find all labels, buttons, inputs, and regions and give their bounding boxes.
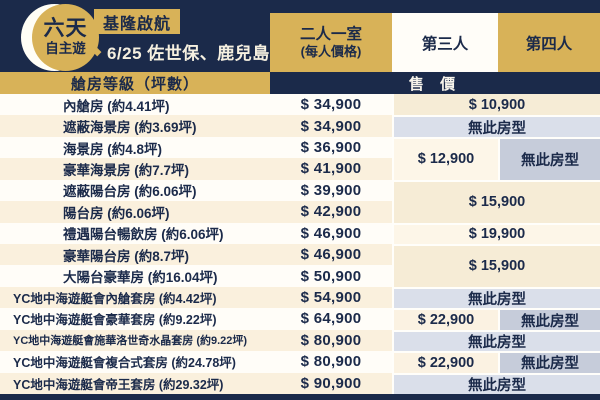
- no-room-type-cell: 無此房型: [392, 372, 600, 394]
- price-double: $ 50,900: [270, 265, 392, 287]
- price-double: $ 34,900: [270, 115, 392, 137]
- price-double: $ 39,900: [270, 179, 392, 202]
- price-third: $ 12,900: [392, 136, 498, 180]
- price-third: $ 22,900: [392, 308, 498, 330]
- cabin-class-header: 艙房等級（坪數）: [0, 72, 270, 94]
- price-double: $ 54,900: [270, 286, 392, 309]
- cabin-label: 豪華陽台房 (約8.7坪): [0, 244, 270, 266]
- no-room-type-cell: 無此房型: [498, 351, 600, 373]
- price-double: $ 34,900: [270, 94, 392, 116]
- trip-duration-logo: 六天 自主遊: [32, 4, 99, 71]
- price-double: $ 36,900: [270, 136, 392, 159]
- cabin-label: 海景房 (約4.8坪): [0, 136, 270, 159]
- price-third-fourth: $ 15,900: [392, 179, 600, 223]
- departure-port-badge: 基隆啟航: [94, 9, 181, 34]
- price-double: $ 80,900: [270, 329, 392, 352]
- column-header-third-person: 第三人: [392, 13, 498, 72]
- no-room-type-cell: 無此房型: [498, 136, 600, 180]
- table-subheader: 艙房等級（坪數） 售 價: [0, 72, 600, 94]
- cabin-label: 豪華海景房 (約7.7坪): [0, 158, 270, 180]
- trip-type-label: 自主遊: [45, 41, 86, 57]
- cabin-label: YC地中海遊艇會內艙套房 (約4.42坪): [0, 286, 270, 309]
- price-third-fourth: $ 10,900: [392, 94, 600, 116]
- price-double: $ 46,900: [270, 222, 392, 244]
- diamond-bullet-icon: ◆: [93, 46, 102, 58]
- cabin-label: YC地中海遊艇會帝王套房 (約29.32坪): [0, 372, 270, 394]
- cabin-label: 遮蔽海景房 (約3.69坪): [0, 115, 270, 137]
- price-third-fourth: $ 15,900: [392, 244, 600, 287]
- price-double: $ 42,900: [270, 201, 392, 223]
- price-double: $ 90,900: [270, 372, 392, 394]
- price-third: $ 22,900: [392, 351, 498, 373]
- no-room-type-cell: 無此房型: [392, 115, 600, 137]
- cabin-label: 內艙房 (約4.41坪): [0, 94, 270, 116]
- sale-price-header: 售 價: [270, 72, 600, 94]
- route-line: ◆ 6/25 佐世保、鹿兒島: [93, 39, 270, 64]
- price-double: $ 64,900: [270, 308, 392, 330]
- route-text: 6/25 佐世保、鹿兒島: [106, 44, 270, 63]
- column-header-fourth-person: 第四人: [498, 13, 600, 72]
- no-room-type-cell: 無此房型: [392, 286, 600, 309]
- price-double: $ 41,900: [270, 158, 392, 180]
- column-header-double-room: 二人一室 (每人價格): [270, 13, 392, 72]
- cabin-label: 遮蔽陽台房 (約6.06坪): [0, 179, 270, 202]
- price-double: $ 80,900: [270, 351, 392, 373]
- top-banner: 六天 自主遊 基隆啟航 ◆ 6/25 佐世保、鹿兒島 二人一室 (每人價格) 第…: [0, 0, 600, 72]
- per-person-label: (每人價格): [300, 44, 362, 60]
- price-double: $ 46,900: [270, 244, 392, 266]
- no-room-type-cell: 無此房型: [498, 308, 600, 330]
- cabin-label: YC地中海遊艇會豪華套房 (約9.22坪): [0, 308, 270, 330]
- cabin-label: 大陽台豪華房 (約16.04坪): [0, 265, 270, 287]
- bottom-border: [0, 394, 600, 400]
- no-room-type-cell: 無此房型: [392, 329, 600, 352]
- double-room-label: 二人一室: [299, 25, 362, 43]
- cabin-label: 禮遇陽台暢飲房 (約6.06坪): [0, 222, 270, 244]
- cabin-label: YC地中海遊艇會施華洛世奇水晶套房 (約9.22坪): [0, 329, 270, 352]
- price-third-fourth: $ 19,900: [392, 222, 600, 244]
- cabin-label: 陽台房 (約6.06坪): [0, 201, 270, 223]
- trip-days-label: 六天: [43, 17, 88, 41]
- price-table-body: 內艙房 (約4.41坪) 遮蔽海景房 (約3.69坪) 海景房 (約4.8坪) …: [0, 94, 600, 394]
- cabin-label: YC地中海遊艇會複合式套房 (約24.78坪): [0, 351, 270, 373]
